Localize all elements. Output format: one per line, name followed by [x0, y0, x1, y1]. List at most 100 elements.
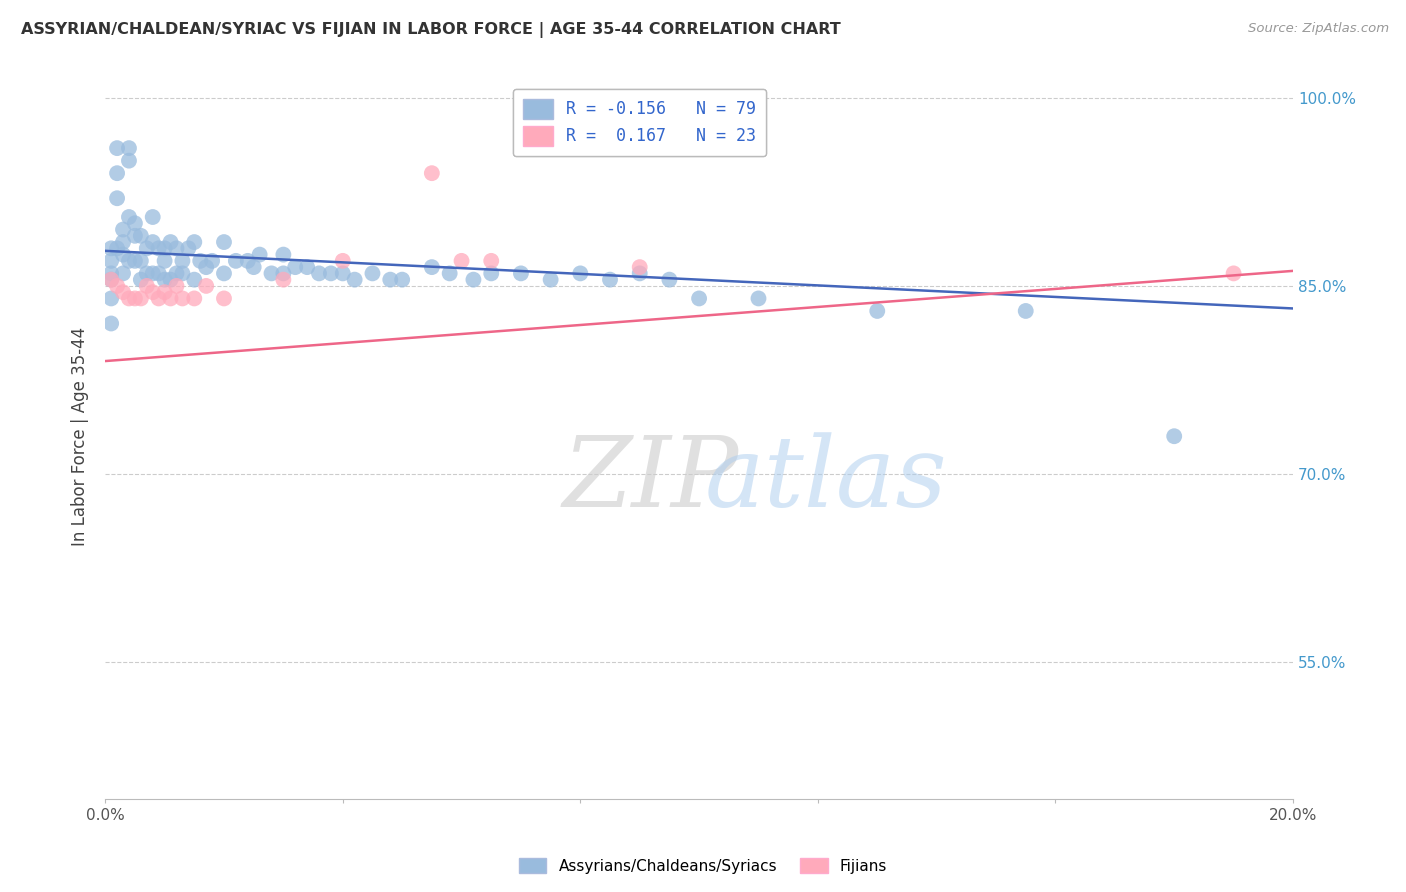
Point	[118, 141, 141, 155]
Point	[212, 235, 235, 249]
Legend: R = -0.156   N = 79, R =  0.167   N = 23: R = -0.156 N = 79, R = 0.167 N = 23	[513, 88, 766, 156]
Point	[159, 235, 181, 249]
Point	[391, 273, 413, 287]
Point	[510, 266, 533, 280]
Point	[153, 285, 176, 300]
Point	[1015, 304, 1038, 318]
Text: Source: ZipAtlas.com: Source: ZipAtlas.com	[1249, 22, 1389, 36]
Point	[129, 273, 152, 287]
Point	[100, 266, 122, 280]
Point	[172, 253, 194, 268]
Point	[747, 292, 769, 306]
Point	[112, 285, 135, 300]
Point	[135, 266, 157, 280]
Point	[361, 266, 384, 280]
Point	[159, 292, 181, 306]
Point	[100, 273, 122, 287]
Point	[112, 235, 135, 249]
Point	[129, 292, 152, 306]
Point	[129, 253, 152, 268]
Point	[135, 279, 157, 293]
Point	[212, 292, 235, 306]
Point	[242, 260, 264, 274]
Point	[866, 304, 889, 318]
Point	[188, 253, 211, 268]
Point	[273, 266, 295, 280]
Point	[249, 247, 271, 261]
Point	[260, 266, 283, 280]
Point	[236, 253, 259, 268]
Point	[420, 166, 443, 180]
Point	[166, 266, 188, 280]
Point	[105, 279, 128, 293]
Point	[599, 273, 621, 287]
Point	[183, 235, 205, 249]
Point	[148, 241, 170, 255]
Point	[273, 273, 295, 287]
Point	[212, 266, 235, 280]
Point	[118, 210, 141, 224]
Point	[479, 253, 502, 268]
Point	[1163, 429, 1185, 443]
Point	[463, 273, 485, 287]
Point	[105, 166, 128, 180]
Point	[195, 279, 218, 293]
Point	[439, 266, 461, 280]
Point	[100, 273, 122, 287]
Point	[1222, 266, 1244, 280]
Point	[118, 292, 141, 306]
Point	[332, 266, 354, 280]
Point	[112, 222, 135, 236]
Point	[343, 273, 366, 287]
Point	[100, 292, 122, 306]
Point	[142, 266, 165, 280]
Text: atlas: atlas	[704, 432, 948, 527]
Point	[112, 266, 135, 280]
Point	[569, 266, 592, 280]
Point	[153, 273, 176, 287]
Point	[118, 153, 141, 168]
Point	[135, 241, 157, 255]
Point	[420, 260, 443, 274]
Point	[153, 241, 176, 255]
Point	[450, 253, 472, 268]
Text: ZIP: ZIP	[562, 432, 738, 527]
Point	[124, 216, 146, 230]
Point	[124, 228, 146, 243]
Point	[284, 260, 307, 274]
Point	[105, 241, 128, 255]
Text: ASSYRIAN/CHALDEAN/SYRIAC VS FIJIAN IN LABOR FORCE | AGE 35-44 CORRELATION CHART: ASSYRIAN/CHALDEAN/SYRIAC VS FIJIAN IN LA…	[21, 22, 841, 38]
Point	[195, 260, 218, 274]
Point	[658, 273, 681, 287]
Point	[124, 292, 146, 306]
Point	[380, 273, 402, 287]
Point	[166, 241, 188, 255]
Y-axis label: In Labor Force | Age 35-44: In Labor Force | Age 35-44	[72, 326, 89, 546]
Point	[540, 273, 562, 287]
Point	[201, 253, 224, 268]
Point	[124, 253, 146, 268]
Point	[129, 228, 152, 243]
Point	[172, 266, 194, 280]
Point	[183, 292, 205, 306]
Point	[118, 253, 141, 268]
Point	[105, 191, 128, 205]
Point	[153, 253, 176, 268]
Point	[100, 241, 122, 255]
Point	[105, 141, 128, 155]
Point	[172, 292, 194, 306]
Point	[148, 292, 170, 306]
Point	[142, 210, 165, 224]
Point	[479, 266, 502, 280]
Point	[295, 260, 318, 274]
Point	[142, 235, 165, 249]
Point	[308, 266, 330, 280]
Point	[225, 253, 247, 268]
Point	[166, 279, 188, 293]
Point	[177, 241, 200, 255]
Point	[159, 273, 181, 287]
Point	[273, 247, 295, 261]
Point	[319, 266, 342, 280]
Point	[112, 247, 135, 261]
Point	[332, 253, 354, 268]
